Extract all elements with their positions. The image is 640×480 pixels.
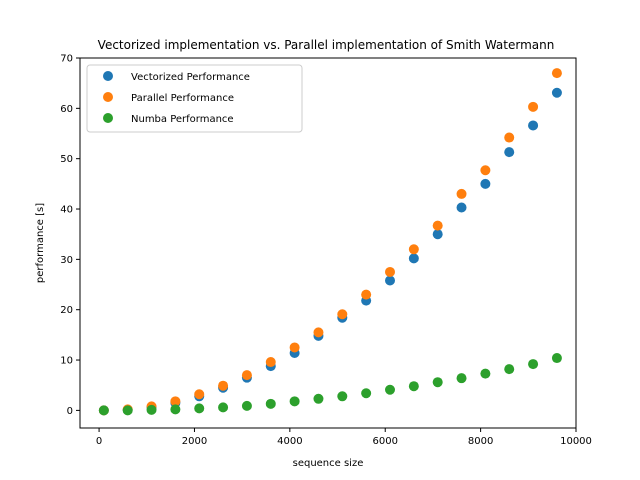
legend-box [86, 64, 303, 133]
data-point [218, 380, 229, 391]
legend-label: Numba Performance [131, 114, 234, 125]
x-axis-label: sequence size [293, 458, 364, 469]
legend: Vectorized Performance Parallel Performan… [86, 64, 303, 133]
data-point [480, 165, 491, 176]
legend-label: Parallel Performance [131, 93, 234, 104]
data-point [313, 393, 324, 404]
data-point [289, 342, 300, 353]
data-point [337, 309, 348, 320]
data-point [456, 202, 467, 213]
data-point [385, 384, 395, 395]
data-point [361, 289, 372, 300]
x-tick-label: 8000 [468, 436, 493, 447]
data-point [313, 327, 324, 338]
y-tick-label: 0 [67, 406, 73, 417]
data-point [265, 398, 276, 409]
data-point [265, 357, 276, 368]
y-tick-label: 40 [60, 205, 73, 216]
data-point [241, 370, 252, 381]
legend-marker [103, 92, 113, 102]
data-point [504, 132, 515, 143]
data-point [528, 120, 539, 131]
legend-marker [103, 113, 113, 123]
data-point [480, 368, 491, 379]
legend-marker [103, 71, 113, 81]
x-tick-label: 4000 [277, 436, 302, 447]
data-point [194, 389, 205, 400]
data-point [337, 391, 348, 402]
data-point [218, 402, 229, 413]
series-2 [98, 353, 562, 416]
y-tick-label: 70 [60, 54, 73, 65]
data-point [194, 403, 205, 414]
x-tick-label: 0 [96, 436, 102, 447]
data-point [241, 400, 252, 411]
x-tick-label: 6000 [373, 436, 398, 447]
data-point [456, 188, 467, 199]
data-point [289, 396, 300, 407]
data-point [146, 404, 157, 415]
data-point [385, 275, 395, 286]
data-point [432, 229, 443, 240]
series-0 [98, 87, 562, 416]
x-tick-label: 2000 [182, 436, 207, 447]
legend-label: Vectorized Performance [131, 72, 250, 83]
data-point [432, 377, 443, 388]
data-point [504, 364, 515, 375]
y-tick-label: 10 [60, 356, 73, 367]
data-point [385, 266, 395, 277]
chart-title: Vectorized implementation vs. Parallel i… [98, 38, 555, 52]
axes: 0 2000 4000 6000 8000 10000 0 10 20 30 40 50 60 70 [60, 54, 592, 448]
data-point [408, 381, 419, 392]
y-tick-label: 60 [60, 104, 73, 115]
data-point [551, 87, 562, 98]
data-point [170, 404, 181, 415]
data-point [528, 359, 539, 370]
data-point [122, 405, 133, 416]
x-tick-label: 10000 [560, 436, 592, 447]
y-tick-label: 20 [60, 305, 73, 316]
y-tick-label: 50 [60, 154, 73, 165]
plot-area [98, 68, 562, 416]
data-point [361, 388, 372, 399]
data-point [551, 353, 562, 364]
data-point [504, 147, 515, 158]
data-point [480, 178, 491, 189]
data-point [456, 373, 467, 384]
data-point [408, 253, 419, 264]
data-point [432, 220, 443, 231]
data-point [551, 68, 562, 79]
plot-frame [79, 57, 577, 429]
data-point [408, 244, 419, 255]
data-point [528, 101, 539, 112]
y-tick-label: 30 [60, 255, 73, 266]
data-point [170, 396, 181, 407]
y-axis-label: performance [s] [35, 203, 46, 283]
data-point [98, 405, 109, 416]
